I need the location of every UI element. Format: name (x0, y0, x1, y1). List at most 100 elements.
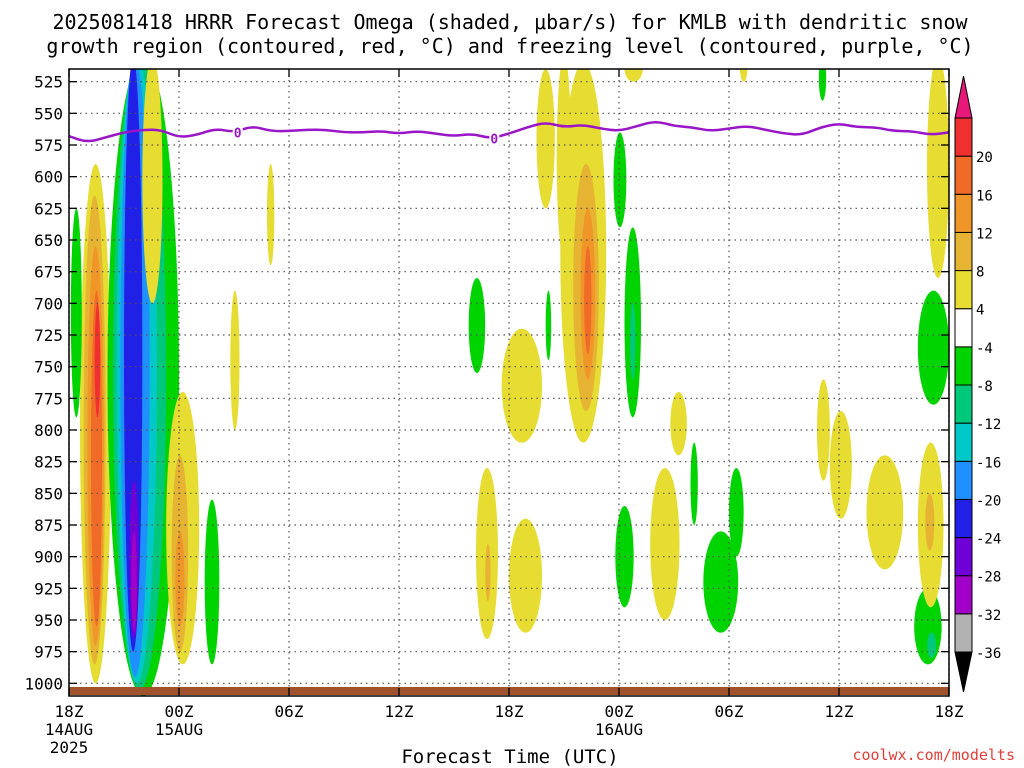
chart-title-line2: growth region (contoured, red, °C) and f… (46, 34, 973, 58)
x-tick-date: 14AUG (45, 720, 93, 739)
x-tick-label: 18Z (55, 702, 84, 721)
omega-region (230, 290, 240, 430)
colorbar-label: 16 (976, 188, 993, 204)
colorbar-label: -8 (976, 379, 993, 395)
chart-title-line1: 2025081418 HRRR Forecast Omega (shaded, … (52, 10, 968, 34)
y-tick-label: 700 (34, 294, 63, 313)
freezing-level-contour (68, 120, 950, 143)
omega-region (866, 455, 904, 570)
x-tick-label: 06Z (715, 702, 744, 721)
omega-region (917, 290, 949, 405)
colorbar-bin (954, 537, 973, 577)
x-tick-label: 00Z (165, 702, 194, 721)
colorbar-label: -28 (976, 570, 1001, 586)
y-tick-label: 975 (34, 643, 63, 662)
colorbar: -36 -32 -28 -24 -20 -16 -12 -8 -4 4 8 12 16 20 (954, 75, 1001, 693)
omega-region (124, 69, 143, 652)
x-tick-date: 15AUG (155, 720, 203, 739)
omega-region (94, 303, 101, 418)
colorbar-under-triangle (954, 651, 973, 693)
omega-region (142, 69, 163, 304)
colorbar-label: -16 (976, 455, 1001, 471)
colorbar-bin (954, 346, 973, 386)
colorbar-bin (954, 231, 973, 272)
omega-region (729, 467, 744, 557)
colorbar-bin (954, 384, 973, 424)
colorbar-label: -36 (976, 646, 1001, 662)
y-tick-label: 775 (34, 389, 63, 408)
omega-region (545, 290, 552, 361)
colorbar-over-triangle (954, 75, 973, 119)
colorbar-bin (954, 308, 973, 348)
x-tick-label: 18Z (495, 702, 524, 721)
colorbar-label: -12 (976, 417, 1001, 433)
y-tick-label: 525 (34, 73, 63, 92)
colorbar-bin (954, 422, 973, 462)
y-tick-label: 575 (34, 136, 63, 155)
x-tick-year: 2025 (50, 738, 89, 757)
colorbar-bin (954, 117, 973, 157)
freezing-level-label: 0 (490, 133, 498, 148)
omega-region (267, 164, 275, 266)
x-axis-label: Forecast Time (UTC) (401, 746, 618, 768)
omega-region (818, 69, 827, 101)
colorbar-bin (954, 193, 973, 233)
x-tick-date: 16AUG (595, 720, 643, 739)
omega-region (509, 518, 542, 633)
omega-region (584, 246, 592, 354)
omega-region (204, 499, 220, 665)
x-tick-label: 00Z (605, 702, 634, 721)
omega-region (468, 278, 486, 373)
omega-region (925, 493, 935, 551)
y-tick-label: 875 (34, 516, 63, 535)
colorbar-bin (954, 270, 973, 310)
colorbar-label: -24 (976, 532, 1001, 548)
y-axis: 525 550 575 600 625 650 675 700 725 750 775 800 825 8… (24, 73, 949, 693)
colorbar-label: 12 (976, 226, 993, 242)
omega-region (670, 392, 687, 456)
x-tick-label: 06Z (275, 702, 304, 721)
y-tick-label: 825 (34, 453, 63, 472)
colorbar-bin (954, 155, 973, 195)
freezing-level-label-bg (232, 125, 243, 140)
colorbar-label: 8 (976, 265, 984, 281)
omega-region (613, 132, 627, 228)
x-tick-label: 12Z (385, 702, 414, 721)
omega-region (927, 632, 937, 658)
colorbar-bin (954, 575, 973, 615)
y-tick-label: 600 (34, 168, 63, 187)
omega-region (740, 69, 748, 82)
y-tick-label: 675 (34, 263, 63, 282)
omega-region (131, 531, 137, 633)
y-tick-label: 725 (34, 326, 63, 345)
colorbar-bin (954, 460, 973, 500)
omega-region (70, 208, 82, 418)
omega-region (927, 69, 949, 278)
omega-region (485, 544, 491, 601)
omega-region (624, 69, 643, 82)
y-tick-label: 650 (34, 231, 63, 250)
y-tick-label: 1000 (24, 674, 63, 693)
omega-region (175, 531, 185, 627)
omega-shading (70, 69, 949, 696)
x-tick-label: 18Z (935, 702, 964, 721)
omega-region (690, 442, 698, 525)
freezing-level-label: 0 (234, 126, 242, 141)
colorbar-label: -32 (976, 608, 1001, 624)
omega-region (829, 411, 852, 519)
colorbar-bin (954, 613, 973, 653)
freezing-level-label-bg (489, 131, 500, 146)
y-tick-label: 625 (34, 199, 63, 218)
y-tick-label: 950 (34, 611, 63, 630)
credit-text: coolwx.com/modelts (852, 746, 1015, 764)
y-tick-label: 925 (34, 579, 63, 598)
y-tick-label: 750 (34, 358, 63, 377)
x-tick-label: 12Z (825, 702, 854, 721)
omega-region (650, 468, 680, 620)
y-tick-label: 550 (34, 104, 63, 123)
grid-lines (68, 69, 950, 696)
y-tick-label: 900 (34, 548, 63, 567)
